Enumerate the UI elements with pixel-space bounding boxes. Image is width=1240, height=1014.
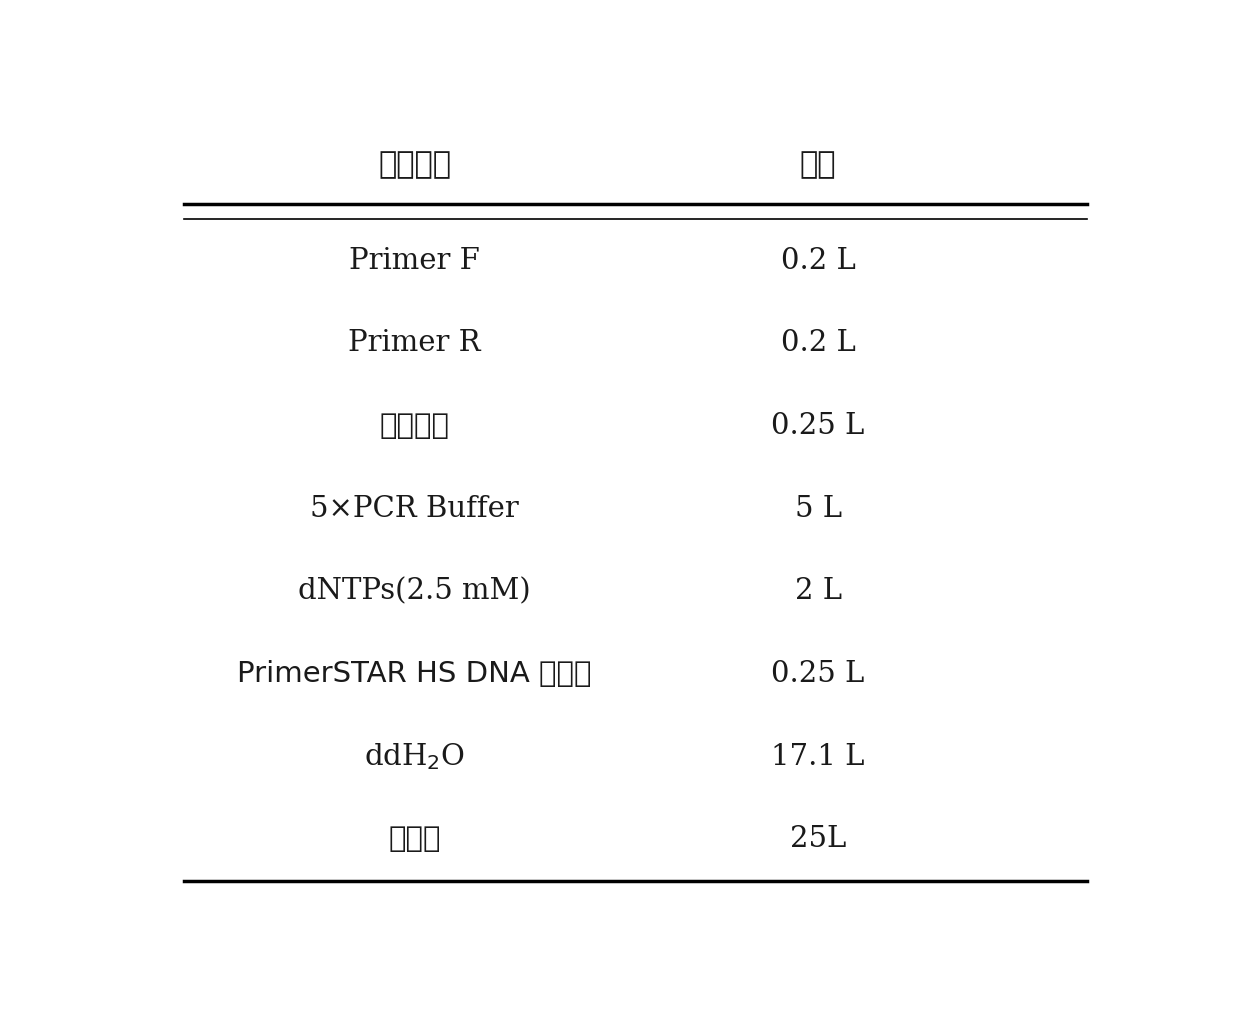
Text: 体积: 体积 — [800, 150, 836, 179]
Text: 总体积: 总体积 — [388, 825, 440, 853]
Text: 0.25 L: 0.25 L — [771, 660, 864, 687]
Text: 0.2 L: 0.2 L — [781, 330, 856, 357]
Text: 2 L: 2 L — [795, 577, 842, 605]
Text: 5×PCR Buffer: 5×PCR Buffer — [310, 495, 518, 522]
Text: 0.25 L: 0.25 L — [771, 412, 864, 440]
Text: 反应体系: 反应体系 — [378, 150, 451, 179]
Text: 模板质粒: 模板质粒 — [379, 412, 449, 440]
Text: 25L: 25L — [790, 825, 846, 853]
Text: 17.1 L: 17.1 L — [771, 742, 864, 771]
Text: dNTPs(2.5 mM): dNTPs(2.5 mM) — [298, 577, 531, 605]
Text: 5 L: 5 L — [795, 495, 842, 522]
Text: Primer F: Primer F — [348, 246, 480, 275]
Text: PrimerSTAR HS DNA 聚合酶: PrimerSTAR HS DNA 聚合酶 — [237, 660, 591, 687]
Text: ddH$_2$O: ddH$_2$O — [365, 741, 465, 772]
Text: 0.2 L: 0.2 L — [781, 246, 856, 275]
Text: Primer R: Primer R — [348, 330, 481, 357]
